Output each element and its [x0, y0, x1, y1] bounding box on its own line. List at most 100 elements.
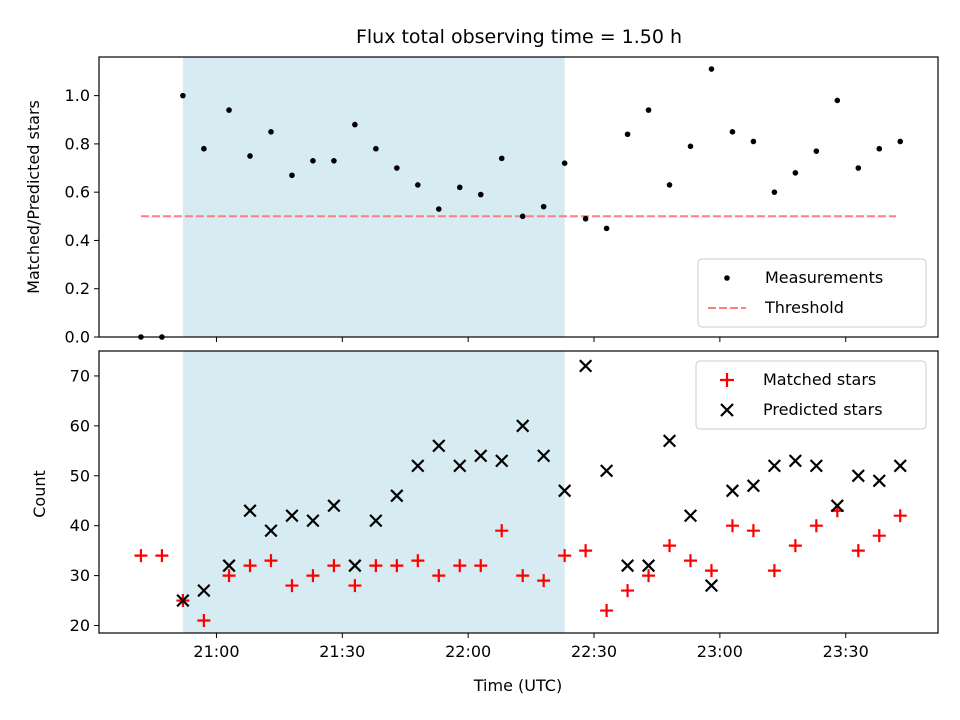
- measurement-point: [855, 165, 862, 171]
- top-panel: 0.0 0.2 0.4 0.6 0.8 1.0 Matched/Predicted sta…: [24, 56, 939, 347]
- x-tick-label: 21:00: [193, 642, 239, 661]
- matched-point: [579, 544, 593, 558]
- measurement-point: [645, 107, 652, 113]
- matched-point: [222, 569, 236, 583]
- bottom-legend: Matched stars Predicted stars: [695, 360, 927, 430]
- predicted-point: [893, 459, 907, 473]
- predicted-point: [285, 509, 299, 523]
- matched-point: [474, 559, 488, 573]
- bottom-axes-frame: [98, 350, 939, 634]
- bottom-y-axis: 20 30 40 50 60 70: [70, 366, 99, 635]
- top-shaded-span: [182, 57, 565, 337]
- top-y-tick-label: 0.4: [65, 231, 90, 250]
- measurement-point: [666, 182, 673, 188]
- matched-point: [516, 569, 530, 583]
- matched-point: [453, 559, 467, 573]
- measurement-point: [201, 145, 207, 152]
- top-legend: Measurements Threshold: [697, 258, 927, 328]
- measurement-point: [310, 157, 316, 164]
- measurement-point: [624, 131, 631, 138]
- predicted-point: [516, 419, 530, 433]
- predicted-points: [176, 359, 907, 608]
- matched-point: [809, 519, 823, 533]
- predicted-point: [683, 509, 698, 523]
- measurement-point: [226, 107, 232, 113]
- top-y-tick-label: 0.0: [65, 328, 90, 347]
- measurement-point: [435, 206, 442, 212]
- bottom-y-tick-label: 60: [70, 416, 90, 435]
- matched-point: [134, 549, 148, 563]
- measurement-point: [813, 148, 820, 154]
- predicted-point: [830, 499, 844, 513]
- predicted-point: [704, 579, 719, 593]
- legend-predicted-label: Predicted stars: [763, 400, 883, 419]
- matched-point: [683, 554, 697, 568]
- bottom-shaded-span: [182, 351, 565, 633]
- legend-measurement-marker: [724, 275, 730, 281]
- matched-point: [872, 529, 886, 543]
- matched-point: [327, 559, 341, 573]
- top-y-tick-label: 1.0: [65, 86, 90, 105]
- predicted-point: [662, 434, 677, 448]
- matched-point: [893, 509, 907, 523]
- legend-matched-label: Matched stars: [763, 370, 876, 389]
- measurement-point: [415, 182, 421, 188]
- bottom-y-tick-label: 20: [70, 616, 90, 635]
- top-y-tick-label: 0.6: [65, 183, 90, 202]
- measurement-point: [373, 145, 379, 152]
- measurement-point: [331, 157, 337, 164]
- top-y-axis-label: Matched/Predicted stars: [24, 100, 43, 294]
- top-y-tick-label: 0.8: [65, 134, 90, 153]
- predicted-point: [176, 593, 190, 608]
- legend-predicted-marker: [720, 403, 734, 417]
- measurement-point: [289, 172, 295, 179]
- measurement-point: [687, 143, 694, 150]
- measurement-point: [708, 66, 715, 72]
- predicted-point: [767, 459, 781, 473]
- legend-matched-marker: [720, 373, 734, 387]
- matched-point: [243, 559, 257, 573]
- bottom-y-tick-label: 50: [70, 466, 90, 485]
- measurement-point: [477, 191, 484, 198]
- measurement-point: [603, 225, 610, 232]
- x-tick-label: 21:30: [319, 642, 365, 661]
- matched-point: [663, 539, 677, 553]
- x-tick-label: 22:30: [571, 642, 617, 661]
- bottom-y-tick-label: 30: [70, 566, 90, 585]
- measurement-point: [498, 155, 505, 162]
- measurement-point: [394, 165, 400, 171]
- matched-point: [851, 544, 865, 558]
- predicted-point: [620, 559, 635, 573]
- predicted-point: [851, 469, 865, 483]
- bottom-panel: 20 30 40 50 60 70 21:00 21:30 22:00 22:30 23:00 23…: [30, 350, 939, 695]
- measurement-points: [138, 66, 904, 340]
- x-tick-label: 22:00: [445, 642, 491, 661]
- predicted-point: [432, 439, 446, 453]
- top-y-axis: 0.0 0.2 0.4 0.6 0.8 1.0: [65, 86, 99, 347]
- predicted-point: [537, 449, 551, 463]
- bottom-y-axis-label: Count: [30, 470, 49, 518]
- matched-point: [600, 604, 614, 618]
- top-y-tick-label: 0.2: [65, 279, 90, 298]
- matched-point: [306, 569, 320, 583]
- predicted-point: [264, 524, 278, 538]
- predicted-point: [327, 499, 341, 513]
- measurement-point: [876, 145, 883, 152]
- measurement-point: [456, 184, 463, 191]
- predicted-point: [243, 504, 257, 518]
- measurement-point: [247, 153, 253, 159]
- measurement-point: [352, 121, 358, 128]
- measurement-point: [771, 189, 778, 195]
- matched-point: [369, 559, 383, 573]
- matched-point: [348, 579, 362, 593]
- measurement-point: [792, 170, 799, 176]
- predicted-point: [579, 359, 593, 373]
- x-tick-label: 23:00: [697, 642, 743, 661]
- predicted-point: [411, 459, 425, 473]
- predicted-point: [600, 464, 614, 478]
- predicted-point: [390, 489, 404, 503]
- legend-threshold-label: Threshold: [764, 298, 844, 317]
- predicted-point: [369, 514, 383, 528]
- x-tick-label: 23:30: [823, 642, 869, 661]
